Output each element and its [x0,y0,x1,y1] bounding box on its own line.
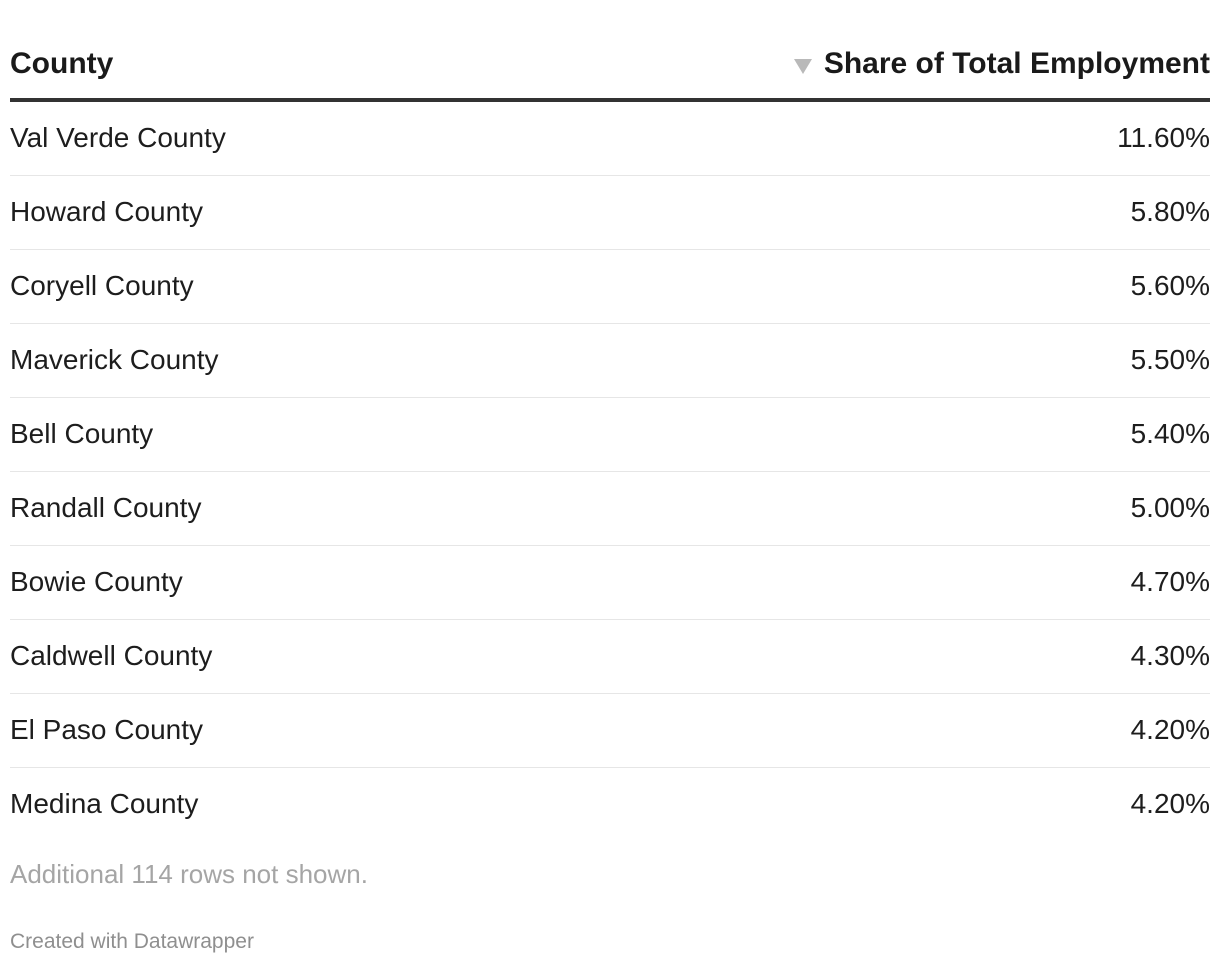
table-row: Caldwell County 4.30% [10,620,1210,694]
cell-share: 11.60% [1117,122,1210,153]
cell-share: 4.20% [1130,788,1210,819]
cell-share: 4.20% [1130,714,1210,745]
cell-county: Caldwell County [10,640,213,671]
table-row: Maverick County 5.50% [10,324,1210,398]
cell-county: Howard County [10,196,203,227]
sort-descending-icon[interactable] [793,58,812,74]
cell-share: 5.60% [1130,270,1210,301]
cell-county: Bowie County [10,566,183,597]
cell-county: Randall County [10,492,202,523]
cell-county: Coryell County [10,270,194,301]
cell-county: Val Verde County [10,122,226,153]
cell-share: 5.80% [1130,196,1210,227]
cell-share: 5.40% [1130,418,1210,449]
table-header-row: County Share of Total Employment [10,0,1210,102]
cell-county: Medina County [10,788,199,819]
table-row: Randall County 5.00% [10,472,1210,546]
cell-share: 5.00% [1130,492,1210,523]
column-header-share[interactable]: Share of Total Employment [793,44,1210,84]
table-row: El Paso County 4.20% [10,694,1210,768]
table-row: Coryell County 5.60% [10,250,1210,324]
table-row: Howard County 5.80% [10,176,1210,250]
cell-share: 4.30% [1130,640,1210,671]
table-row: Bell County 5.40% [10,398,1210,472]
rows-not-shown-note: Additional 114 rows not shown. [10,859,368,889]
cell-share: 5.50% [1130,344,1210,375]
cell-county: Maverick County [10,344,219,375]
table-row: Val Verde County 11.60% [10,102,1210,176]
cell-share: 4.70% [1130,566,1210,597]
table-row: Medina County 4.20% [10,768,1210,841]
column-header-share-label: Share of Total Employment [823,47,1210,80]
column-header-county[interactable]: County [10,47,114,80]
datawrapper-credit[interactable]: Created with Datawrapper [10,930,254,953]
cell-county: Bell County [10,418,154,449]
data-table: County Share of Total Employment Val Ver… [10,0,1210,841]
cell-county: El Paso County [10,714,203,745]
table-body: Val Verde County 11.60% Howard County 5.80%… [10,102,1210,841]
table-row: Bowie County 4.70% [10,546,1210,620]
